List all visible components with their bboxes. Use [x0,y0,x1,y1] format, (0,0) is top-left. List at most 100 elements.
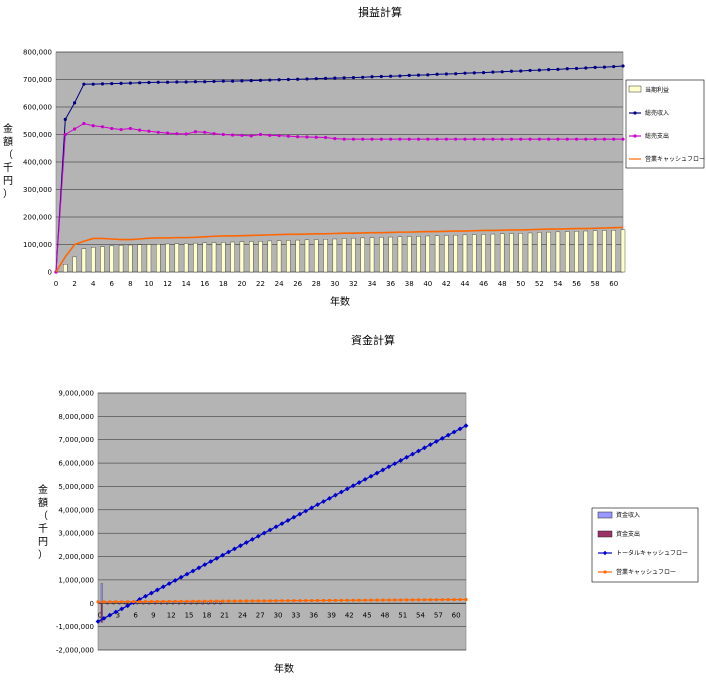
fund-series-point [274,599,278,603]
pl-series-point [147,80,151,85]
fund-bar [213,603,216,605]
fund-bar [148,603,151,605]
pl-profit-bar [397,236,403,273]
fund-series-point [209,599,213,603]
pl-series-point [537,137,541,141]
pl-profit-bar [100,246,105,273]
pl-profit-bar [379,237,384,273]
fund-series-point [310,599,314,602]
pl-series-point [212,132,216,136]
pl-profit-bar [90,247,96,273]
fund-y-tick-label: 6,000,000 [58,460,94,468]
fund-series-point [386,464,392,470]
fund-series-point [114,600,118,604]
fund-x-tick-label: 9 [151,611,155,619]
pl-series-point [444,72,448,76]
fund-series-point [334,598,337,602]
fund-x-tick-label: 0 [98,611,102,619]
pl-series-point [128,126,132,131]
pl-legend-label: 総売収入 [645,109,669,117]
pl-series-point [249,134,253,138]
fund-bar [106,603,109,605]
pl-y-tick-label: 200,000 [23,214,52,222]
fund-series-point [126,600,130,604]
fund-x-tick-label: 54 [416,611,425,619]
fund-series-point [197,599,201,603]
pl-profit-bar [230,241,235,273]
fund-series-point [161,600,165,603]
pl-legend-swatch [628,85,642,93]
pl-profit-bar [81,248,87,273]
fund-series-point [298,599,302,602]
fund-series-point [113,609,119,615]
fund-series-point [380,467,386,473]
fund-chart-title: 資金計算 [351,333,395,347]
pl-legend-marker [633,111,637,115]
pl-series-point [156,80,160,84]
pl-profit-bar [341,238,347,273]
fund-series-point [203,599,207,603]
pl-profit-bar [434,235,440,273]
pl-series-point [547,137,551,141]
pl-series-point [621,137,625,141]
fund-y-tick-label: 4,000,000 [58,506,94,514]
fund-chart: 資金計算 -2,000,000 -1,000,000 0 1,000,000 2,000… [38,333,699,675]
fund-series-point [338,489,344,495]
fund-legend-label: 資金支出 [616,530,640,538]
fund-bar [189,603,192,605]
pl-series-point [184,80,188,84]
fund-series-point [202,562,208,568]
fund-series-point [392,461,398,467]
fund-series-point [428,598,432,602]
pl-series-point [398,137,402,141]
pl-series-point [574,66,579,71]
pl-x-tick-label: 56 [572,280,581,288]
pl-profit-bar [481,234,486,273]
pl-series-point [138,128,142,132]
pl-series-point [314,135,318,139]
pl-x-tick-label: 40 [423,280,432,288]
fund-series-point [214,555,220,561]
fund-bar [136,603,139,605]
fund-y-tick-label: 5,000,000 [58,483,94,491]
fund-bar [183,603,186,605]
pl-series-point [407,73,411,77]
fund-series-point [439,435,445,441]
fund-y-tick-label: 0 [90,600,94,608]
pl-x-tick-label: 24 [275,280,284,288]
pl-series-point [444,137,448,141]
pl-series-point [240,133,244,137]
fund-x-tick-label: 60 [452,611,461,619]
fund-x-tick-label: 45 [363,611,372,619]
fund-y-tick-label: 3,000,000 [58,530,94,538]
pl-x-tick-label: 4 [91,280,96,288]
fund-x-ticks: 0 3 6 9 12 15 18 21 24 27 30 33 36 39 42 45 48 51 54 57 60 [98,611,461,619]
pl-legend-marker [633,134,637,138]
fund-series-point [125,603,131,609]
pl-profit-bar [369,237,375,273]
fund-series-point [179,599,183,603]
pl-profit-bar [221,242,226,273]
pl-profit-bar [583,230,589,273]
pl-series-point [184,132,188,136]
fund-legend-swatch [597,511,613,519]
fund-bar [100,583,103,604]
fund-series-point [427,442,433,448]
pl-x-tick-label: 10 [144,280,153,288]
fund-series-point [155,600,159,603]
fund-series-point [149,590,154,596]
pl-profit-bar [444,235,449,273]
fund-series-point [249,536,255,542]
pl-x-tick-label: 32 [349,280,358,288]
pl-series-point [491,137,495,141]
fund-series-point [374,470,380,476]
pl-series-point [426,137,430,141]
fund-series-point [328,599,331,602]
pl-profit-bar [156,244,161,273]
pl-profit-bar [472,234,477,273]
pl-x-tick-label: 44 [461,280,470,288]
fund-series-point [226,549,231,555]
fund-series-point [309,505,315,511]
fund-bar [219,603,222,605]
